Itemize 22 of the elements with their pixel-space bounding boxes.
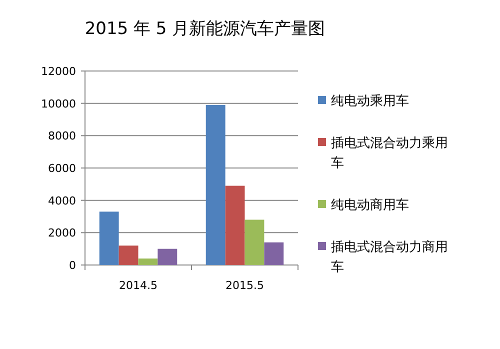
y-tick-label: 6000 — [48, 162, 76, 175]
y-tick-label: 10000 — [41, 97, 76, 110]
y-tick-label: 8000 — [48, 130, 76, 143]
bar — [264, 242, 284, 265]
x-tick-label: 2015.5 — [226, 279, 264, 292]
legend-label: 插电式混合动力商用车 — [331, 240, 448, 275]
chart-title: 2015 年 5 月新能源汽车产量图 — [84, 19, 326, 39]
legend-label: 纯电动商用车 — [331, 198, 409, 213]
bar — [118, 246, 138, 265]
x-tick-label: 2014.5 — [119, 279, 158, 292]
bar — [244, 220, 264, 265]
bar — [138, 258, 158, 265]
legend-label: 纯电动乘用车 — [331, 94, 409, 109]
y-tick-label: 2000 — [48, 226, 76, 240]
y-tick-label: 4000 — [48, 194, 76, 208]
bar — [158, 248, 178, 265]
bar — [206, 104, 226, 265]
y-tick-label: 0 — [69, 259, 76, 272]
bar — [225, 186, 245, 265]
legend-label: 插电式混合动力乘用车 — [331, 136, 448, 171]
bar — [99, 212, 119, 265]
y-tick-label: 12000 — [41, 65, 76, 78]
